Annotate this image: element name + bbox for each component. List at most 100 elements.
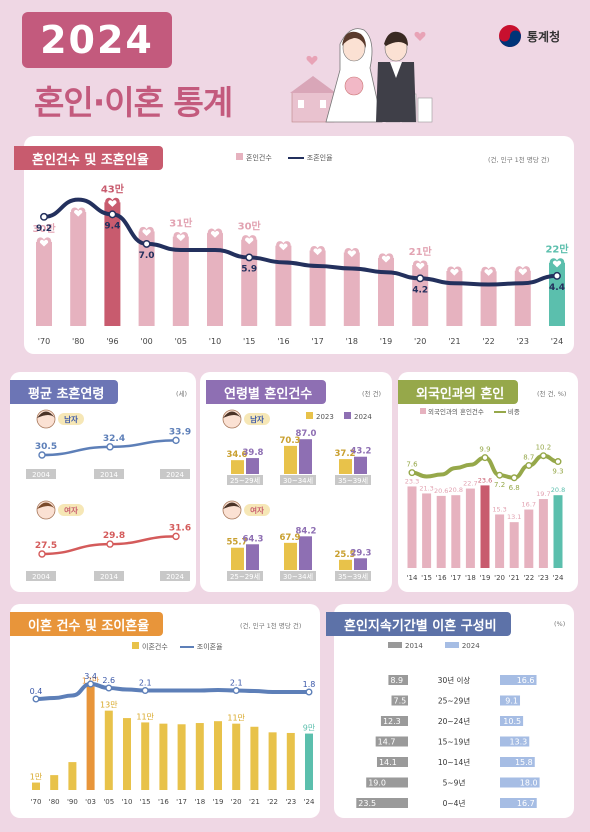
bar-foreign xyxy=(480,485,490,568)
bar-marriage xyxy=(275,245,292,326)
gender-tag-label: 여자 xyxy=(250,505,264,515)
category-label: 20~24년 xyxy=(438,716,470,726)
legend-label: 조혼인율 xyxy=(306,154,333,162)
chart-marriage: '70 30만 '80 '96 43만 '00 '05 31만 '10 '15 30만 '16 '17 '… xyxy=(32,182,569,346)
rate-point xyxy=(141,687,149,695)
legend-item-bars: 외국인과의 혼인건수 xyxy=(420,406,484,416)
rate-point xyxy=(40,212,48,221)
heart-icon xyxy=(279,243,288,251)
category-tag-bg xyxy=(335,571,371,581)
bar-value-label: 13만 xyxy=(100,701,118,710)
x-tick-label: '15 xyxy=(243,337,255,346)
x-tick-label: '19 xyxy=(480,574,491,582)
legend-label-2023: 2023 xyxy=(316,413,334,421)
year-tag-bg xyxy=(26,571,56,581)
gender-tag-bg xyxy=(244,504,270,516)
value-label-2024: 87.0 xyxy=(296,429,317,439)
legend-foreign: 외국인과의 혼인건수 비중 xyxy=(420,406,520,416)
bar-divorce xyxy=(177,724,186,790)
x-tick-label: '24 xyxy=(304,798,315,806)
value-label-2014: 23.5 xyxy=(358,799,376,808)
bar-value-label: 23.3 xyxy=(405,477,419,485)
age-point xyxy=(106,540,114,548)
x-tick-label: '96 xyxy=(106,337,118,346)
category-tag-label: 30~34세 xyxy=(283,476,313,485)
share-value-label: 8.7 xyxy=(523,453,534,461)
value-label-2014: 14.1 xyxy=(379,758,397,767)
x-tick-label: '16 xyxy=(277,337,289,346)
share-value-label: 10.2 xyxy=(536,444,552,452)
rate-value-label: 4.2 xyxy=(412,285,428,295)
year-tag-bg xyxy=(160,469,190,479)
value-label-2014: 7.5 xyxy=(394,697,407,706)
rate-value-label: 2.6 xyxy=(102,676,115,685)
rate-value-label: 1.8 xyxy=(303,680,316,689)
bar-marriage xyxy=(241,239,258,326)
share-point xyxy=(481,454,489,462)
legend-divorce: 이혼건수 조이혼율 xyxy=(132,642,223,652)
year-text: 2024 xyxy=(40,18,154,62)
category-label: 25~29년 xyxy=(438,696,470,706)
value-label-2023: 70.3 xyxy=(280,436,301,446)
rate-value-label: 5.9 xyxy=(241,264,257,274)
bar-marriage xyxy=(446,270,463,326)
year-tag-label: 2004 xyxy=(32,471,50,479)
heart-icon xyxy=(518,268,527,276)
section-title-foreign: 외국인과의 혼인 xyxy=(398,380,519,404)
rate-point xyxy=(87,680,95,688)
x-tick-label: '18 xyxy=(194,798,205,806)
share-value-label: 7.2 xyxy=(494,481,505,489)
bar-2014 xyxy=(380,716,408,726)
gender-tag-bg xyxy=(58,413,84,425)
year-tag-label: 2014 xyxy=(100,573,118,581)
bar-2023 xyxy=(231,460,244,474)
bar-value-label: 30만 xyxy=(238,220,262,233)
heart-icon xyxy=(381,255,391,263)
x-tick-label: '22 xyxy=(523,574,534,582)
x-tick-label: '16 xyxy=(158,798,169,806)
bar-2024 xyxy=(500,736,530,747)
value-label-2024: 9.1 xyxy=(505,697,518,706)
bar-marriage xyxy=(138,231,155,326)
bar-2024 xyxy=(354,558,367,570)
age-value-label: 31.6 xyxy=(169,523,191,533)
unit-agegroup: (천 건) xyxy=(362,390,382,398)
age-point xyxy=(106,443,114,451)
bar-divorce xyxy=(141,722,150,790)
age-point xyxy=(38,550,46,558)
heart-icon xyxy=(74,209,83,217)
share-point xyxy=(525,461,533,469)
hair-icon xyxy=(223,411,241,418)
x-tick-label: '22 xyxy=(482,337,494,346)
bar-foreign xyxy=(538,499,548,568)
bar-value-label: 11만 xyxy=(136,712,154,721)
agency-logo: 통계청 xyxy=(498,24,560,48)
age-point xyxy=(38,451,46,459)
bar-divorce xyxy=(250,726,259,790)
x-tick-label: '80 xyxy=(49,798,60,806)
heart-icon xyxy=(313,248,322,256)
agency-name: 통계청 xyxy=(527,29,561,44)
bar-foreign xyxy=(451,495,461,568)
x-tick-label: '24 xyxy=(553,574,564,582)
chart-divorce: 1만'70'80'9017만'0313만'05'1011만'15'16'17'1… xyxy=(30,672,316,806)
bar-2023 xyxy=(284,542,297,570)
bar-value-label: 20.8 xyxy=(449,486,463,494)
category-label: 5~9년 xyxy=(443,778,466,788)
legend-label: 이혼건수 xyxy=(142,643,168,651)
x-tick-label: '18 xyxy=(465,574,476,582)
category-tag-label: 35~39세 xyxy=(338,476,368,485)
legend-label: 2024 xyxy=(461,642,480,650)
bar-marriage xyxy=(309,250,326,326)
bar-divorce xyxy=(68,762,77,790)
category-tag-label: 25~29세 xyxy=(230,476,260,485)
share-point xyxy=(510,474,518,482)
bar-2024 xyxy=(246,458,259,474)
bar-divorce xyxy=(214,721,222,790)
value-label-2024: 18.0 xyxy=(520,779,538,788)
bar-2023 xyxy=(231,547,244,570)
unit-marriage: (건, 인구 1천 명당 건) xyxy=(488,156,550,164)
bar-marriage xyxy=(104,202,121,326)
bar-value-label: 21.3 xyxy=(419,484,433,492)
bar-value-label: 31만 xyxy=(169,217,193,230)
